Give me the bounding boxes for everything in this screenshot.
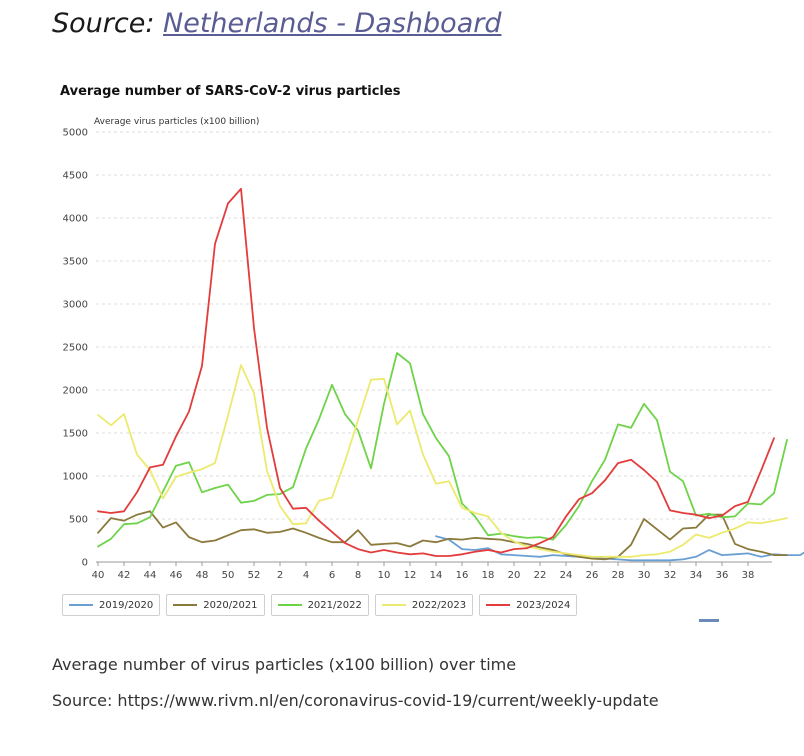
source-link[interactable]: Netherlands - Dashboard	[163, 8, 502, 39]
x-tick-label: 30	[638, 570, 651, 581]
source-heading: Source: Netherlands - Dashboard	[52, 8, 501, 39]
x-tick-label: 26	[586, 570, 599, 581]
legend-swatch	[277, 604, 302, 606]
x-tick-label: 34	[690, 570, 703, 581]
x-tick-label: 28	[612, 570, 625, 581]
legend-item-2019-2020[interactable]: 2019/2020	[62, 594, 161, 616]
y-tick-label: 0	[82, 558, 88, 569]
x-tick-label: 38	[742, 570, 755, 581]
legend-item-2022-2023[interactable]: 2022/2023	[374, 594, 474, 616]
x-tick-label: 16	[456, 570, 469, 581]
legend-swatch	[69, 604, 93, 606]
x-tick-label: 6	[329, 570, 335, 581]
x-tick-label: 32	[664, 570, 677, 581]
x-tick-label: 46	[170, 570, 183, 581]
chart-legend: 2019/2020 2020/2021 2021/2022 2022/2023 2023…	[62, 594, 578, 616]
legend-label: 2020/2021	[203, 599, 258, 611]
legend-label: 2021/2022	[307, 599, 362, 611]
x-tick-label: 52	[248, 570, 261, 581]
legend-item-2020-2021[interactable]: 2020/2021	[166, 594, 265, 616]
x-tick-label: 12	[404, 570, 417, 581]
y-tick-label: 2500	[63, 343, 88, 354]
legend-item-2021-2022[interactable]: 2021/2022	[270, 594, 369, 616]
x-tick-label: 22	[534, 570, 547, 581]
legend-label: 2022/2023	[411, 599, 467, 611]
y-tick-label: 3500	[63, 257, 88, 268]
series-layer	[97, 187, 804, 562]
axis-layer: Average virus particles (x100 billion) 0 5…	[63, 117, 772, 581]
x-tick-label: 14	[430, 570, 443, 581]
legend-item-2023-2024[interactable]: 2023/2024	[479, 594, 578, 616]
legend-swatch	[173, 604, 198, 606]
x-tick-label: 8	[355, 570, 361, 581]
x-tick-label: 4	[303, 570, 309, 581]
x-tick-label: 10	[378, 570, 391, 581]
x-tick-label: 48	[196, 570, 209, 581]
x-tick-label: 42	[118, 570, 131, 581]
legend-swatch	[381, 604, 406, 606]
y-tick-label: 3000	[63, 300, 88, 311]
x-tick-label: 18	[482, 570, 495, 581]
legend-label: 2019/2020	[99, 599, 154, 611]
line-chart: Average virus particles (x100 billion) 0 5…	[63, 117, 804, 581]
y-tick-label: 5000	[63, 128, 88, 139]
series-line-2023-2024	[97, 187, 775, 557]
series-line-2021-2022	[97, 352, 788, 548]
y-tick-label: 1000	[63, 472, 88, 483]
y-tick-label: 4500	[63, 171, 88, 182]
x-tick-label: 44	[144, 570, 157, 581]
x-tick-label: 20	[508, 570, 521, 581]
chart-title: Average number of SARS-CoV-2 virus parti…	[60, 84, 401, 99]
series-line-2019-2020	[435, 535, 804, 562]
x-tick-label: 36	[716, 570, 729, 581]
grid-layer	[96, 131, 772, 520]
y-tick-label: 500	[69, 515, 88, 526]
source-label: Source:	[52, 8, 155, 39]
y-tick-label: 4000	[63, 214, 88, 225]
x-tick-label: 24	[560, 570, 573, 581]
chart-scroll-marker	[699, 619, 719, 622]
caption-description: Average number of virus particles (x100 …	[52, 655, 517, 674]
legend-label: 2023/2024	[516, 599, 571, 611]
legend-swatch	[486, 604, 511, 606]
y-axis-label: Average virus particles (x100 billion)	[94, 117, 259, 127]
x-tick-label: 2	[277, 570, 283, 581]
series-line-2020-2021	[97, 510, 788, 561]
x-tick-label: 40	[92, 570, 105, 581]
x-tick-label: 50	[222, 570, 235, 581]
series-line-2022-2023	[97, 364, 788, 558]
caption-source: Source: https://www.rivm.nl/en/coronavir…	[52, 691, 659, 710]
y-tick-label: 2000	[63, 386, 88, 397]
y-tick-label: 1500	[63, 429, 88, 440]
